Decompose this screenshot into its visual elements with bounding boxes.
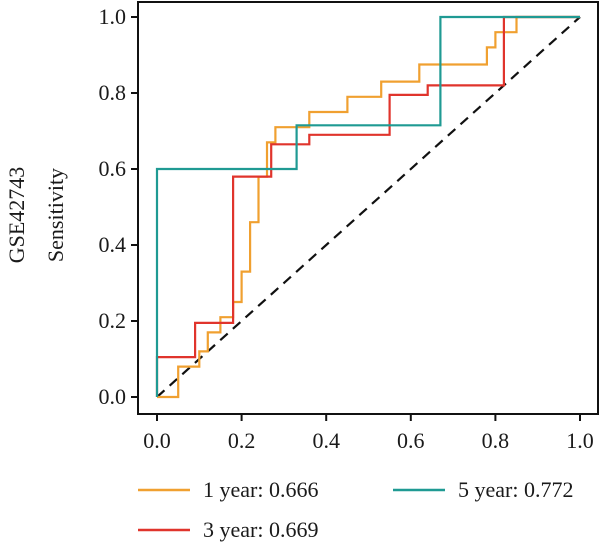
x-tick-label: 1.0 (566, 428, 594, 453)
x-tick-label: 0.6 (397, 428, 425, 453)
legend-label: 3 year: 0.669 (203, 517, 318, 542)
y-tick-label: 0.4 (99, 232, 127, 257)
x-tick-label: 0.4 (312, 428, 340, 453)
y-tick-label: 0.8 (99, 80, 127, 105)
roc-curve-3 (155, 15, 580, 397)
roc-curve-1 (157, 15, 580, 399)
legend-label: 1 year: 0.666 (203, 477, 318, 502)
x-tick-label: 0.8 (482, 428, 510, 453)
y-tick-label: 0.0 (99, 384, 127, 409)
x-tick-label: 0.2 (228, 428, 256, 453)
legend-label: 5 year: 0.772 (458, 477, 573, 502)
reference-diagonal (156, 16, 581, 398)
plot-frame (137, 1, 599, 415)
legend: 1 year: 0.666 3 year: 0.669 5 year: 0.772 (138, 477, 573, 542)
tick-group: 0.0 0.2 0.4 0.6 0.8 1.0 0.0 0.2 0.4 0.6 0.8 1.0 (99, 4, 594, 453)
y-tick-label: 0.6 (99, 156, 127, 181)
y-axis-group-label: GSE42743 (4, 167, 29, 264)
x-tick-label: 0.0 (143, 428, 171, 453)
y-axis-label: Sensitivity (43, 168, 68, 262)
series-group (155, 15, 580, 399)
y-tick-label: 0.2 (99, 308, 127, 333)
y-tick-label: 1.0 (99, 4, 127, 29)
